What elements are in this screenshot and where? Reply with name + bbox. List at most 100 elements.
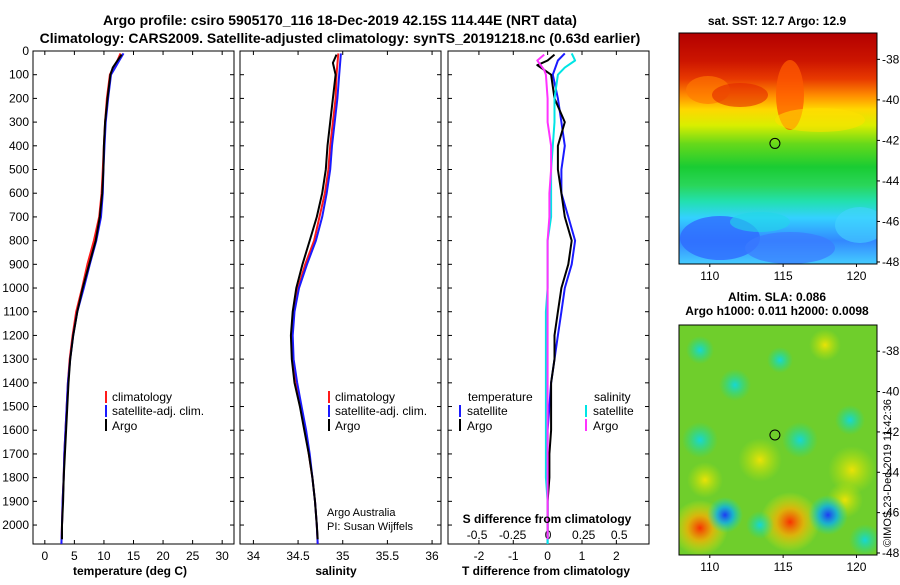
legend-label-t-satellite: satellite [467, 404, 508, 418]
imos-credit: ©IMOS 23-Dec-2019 11:42:36 [882, 399, 894, 547]
difference-series-group [536, 52, 577, 544]
map-y-tick-label: -42 [882, 133, 900, 147]
x-tick-label: 35 [336, 549, 350, 563]
y-tick-label: 500 [9, 163, 29, 177]
x-tick-label: 0 [544, 549, 551, 563]
sst-map-frame [678, 32, 878, 265]
s-tick-label: -0.25 [499, 528, 527, 542]
series-line-argo [61, 54, 123, 540]
y-tick-label: 1500 [2, 400, 29, 414]
temperature-series-group [60, 52, 125, 544]
x-tick-label: 5 [71, 549, 78, 563]
s-difference-axis-label: S difference from climatology [463, 512, 632, 526]
map-y-tick-label: -40 [882, 93, 900, 107]
temperature-legend: climatology satellite-adj. clim. Argo [105, 390, 204, 433]
sla-high [687, 462, 723, 498]
y-tick-label: 900 [9, 257, 29, 271]
map-x-tick-label: 110 [700, 269, 719, 283]
x-tick-label: 34.5 [286, 549, 310, 563]
salinity-panel-frame [239, 50, 442, 545]
y-tick-label: 1700 [2, 447, 29, 461]
series-line-t-satellite [546, 52, 577, 544]
sla-low [782, 422, 818, 458]
y-tick-label: 1900 [2, 494, 29, 508]
map-y-tick-label: -46 [882, 214, 900, 228]
map-y-tick-label: -38 [882, 344, 900, 358]
legend-label-s-satellite: satellite [593, 404, 634, 418]
y-tick-label: 400 [9, 139, 29, 153]
series-line-climatology [60, 53, 122, 544]
x-tick-label: 30 [215, 549, 229, 563]
x-tick-label: 34 [247, 549, 261, 563]
temperature-axis-label: temperature (deg C) [73, 564, 187, 578]
map-y-tick-label: -38 [882, 52, 900, 66]
sla-map-title-line2: Argo h1000: 0.011 h2000: 0.0098 [685, 304, 869, 318]
x-tick-label: 20 [156, 549, 170, 563]
legend-label-climatology: climatology [112, 390, 172, 404]
x-tick-label: 25 [186, 549, 200, 563]
x-tick-label: -1 [508, 549, 519, 563]
map-y-tick-label: -46 [882, 506, 900, 520]
legend-heading-salinity: salinity [594, 390, 631, 404]
y-tick-label: 100 [9, 68, 29, 82]
sla-low [767, 347, 793, 373]
s-tick-label: 0.5 [611, 528, 628, 542]
argo-position-marker [769, 137, 781, 149]
series-line-satellite-adj-clim- [291, 53, 342, 544]
map-x-tick-label: 115 [774, 560, 793, 574]
legend-label-satellite: satellite-adj. clim. [335, 404, 427, 418]
sst-cyan-patch [730, 212, 790, 232]
salinity-series-group [289, 53, 342, 544]
sla-low [835, 405, 865, 435]
x-tick-label: 1 [579, 549, 586, 563]
series-line-t-argo [536, 53, 573, 540]
x-tick-label: 0 [41, 549, 48, 563]
sla-low [808, 495, 848, 535]
legend-label-t-argo: Argo [467, 419, 493, 433]
map-x-tick-label: 115 [774, 269, 793, 283]
map-y-tick-label: -44 [882, 465, 900, 479]
annotation-pi: PI: Susan Wijffels [327, 521, 413, 533]
x-tick-label: 15 [127, 549, 141, 563]
y-tick-label: 1000 [2, 281, 29, 295]
sla-low [746, 511, 774, 539]
chart-title-line1: Argo profile: csiro 5905170_116 18-Dec-2… [103, 12, 577, 28]
x-tick-label: 36 [425, 549, 439, 563]
y-tick-label: 300 [9, 115, 29, 129]
y-tick-label: 1200 [2, 328, 29, 342]
series-line-s-argo [536, 53, 553, 540]
chart-title-line2: Climatology: CARS2009. Satellite-adjuste… [40, 30, 641, 46]
sst-cyan-patch [835, 207, 877, 243]
sst-map-title: sat. SST: 12.7 Argo: 12.9 [708, 14, 847, 28]
map-y-tick-label: -42 [882, 425, 900, 439]
sla-map-title-line1: Altim. SLA: 0.086 [728, 290, 826, 304]
y-tick-label: 2000 [2, 518, 29, 532]
y-tick-label: 1300 [2, 352, 29, 366]
sla-low [686, 336, 714, 364]
map-y-tick-label: -48 [882, 255, 900, 269]
map-y-tick-label: -40 [882, 385, 900, 399]
legend-label-satellite: satellite-adj. clim. [112, 404, 204, 418]
sla-low [849, 524, 877, 555]
t-difference-axis-label: T difference from climatology [462, 564, 630, 578]
map-x-tick-label: 110 [700, 560, 719, 574]
y-tick-label: 0 [22, 44, 29, 58]
map-y-tick-label: -48 [882, 546, 900, 560]
sla-high [828, 446, 876, 494]
legend-heading-temperature: temperature [468, 390, 533, 404]
sla-map: Altim. SLA: 0.086 Argo h1000: 0.011 h200… [678, 290, 900, 574]
y-tick-label: 1400 [2, 376, 29, 390]
y-tick-label: 1600 [2, 423, 29, 437]
legend-label-climatology: climatology [335, 390, 395, 404]
argo-position-marker [769, 429, 781, 441]
salinity-axis-label: salinity [315, 564, 357, 578]
sla-low [707, 497, 743, 533]
s-tick-label: 0.25 [572, 528, 596, 542]
series-line-satellite-adj-clim- [60, 52, 125, 544]
x-tick-label: 2 [613, 549, 620, 563]
sla-high [738, 438, 782, 482]
y-tick-label: 800 [9, 234, 29, 248]
difference-legend: temperature satellite Argo salinity sate… [459, 390, 634, 526]
y-tick-label: 700 [9, 210, 29, 224]
